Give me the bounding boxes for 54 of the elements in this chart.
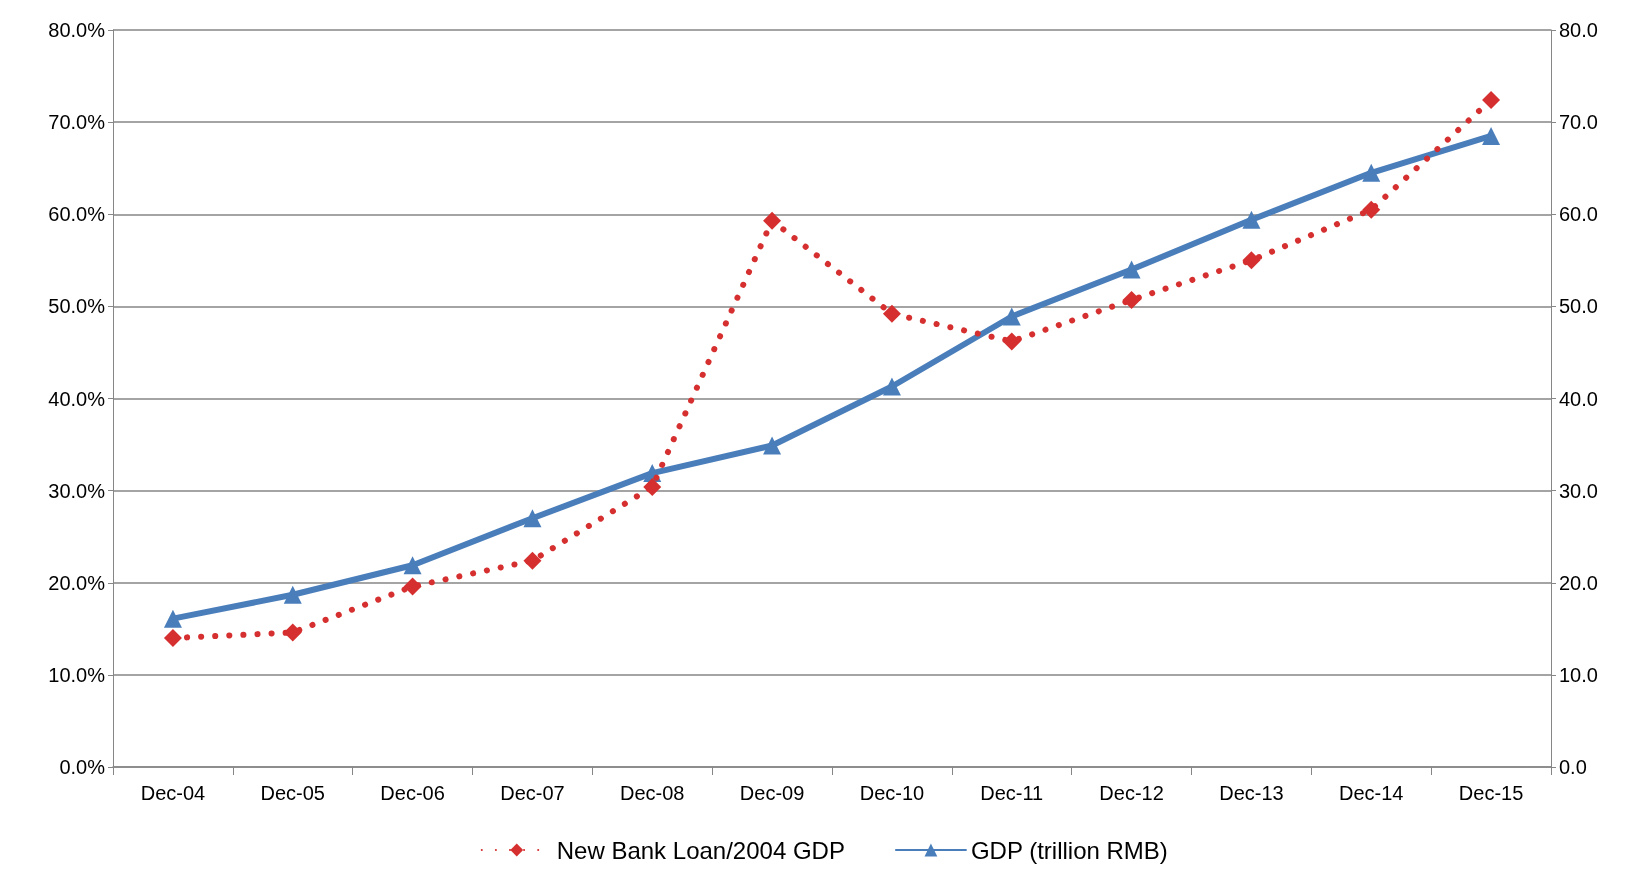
point <box>403 577 422 596</box>
x-tick-label: Dec-13 <box>1219 782 1284 804</box>
x-tick-label: Dec-11 <box>980 782 1044 804</box>
x-tick-label: Dec-12 <box>1099 782 1164 804</box>
point <box>882 377 901 396</box>
point <box>1122 290 1141 309</box>
y2-tick-label: 40.0 <box>1559 387 1598 410</box>
x-tick-label: Dec-10 <box>859 782 925 804</box>
point <box>163 609 182 628</box>
y-tick-label: 50.0% <box>48 295 106 318</box>
point <box>1362 200 1381 219</box>
y2-tick-label: 70.0 <box>1559 111 1598 134</box>
x-tick-label: Dec-07 <box>500 782 565 804</box>
point <box>1122 260 1141 279</box>
point <box>283 585 302 604</box>
x-tick-label: Dec-14 <box>1339 782 1404 804</box>
y-tick-label: 10.0% <box>48 663 106 686</box>
y2-tick-label: 80.0 <box>1559 19 1598 41</box>
y2-tick-label: 10.0 <box>1559 663 1598 686</box>
point <box>643 477 662 496</box>
legend-label: New Bank Loan/2004 GDP <box>556 836 845 864</box>
y-tick-label: 70.0% <box>48 111 106 134</box>
y2-tick-label: 60.0 <box>1559 203 1598 226</box>
legend-label: GDP (trillion RMB) <box>970 836 1168 864</box>
point <box>1002 332 1021 351</box>
y-tick-label: 30.0% <box>48 479 106 502</box>
y2-tick-label: 50.0 <box>1559 295 1598 318</box>
point <box>1002 307 1021 326</box>
y2-tick-label: 20.0 <box>1559 571 1598 594</box>
y-tick-label: 0.0% <box>59 756 106 778</box>
x-tick-label: Dec-05 <box>260 782 325 804</box>
x-tick-label: Dec-08 <box>620 782 685 804</box>
point <box>1362 163 1381 182</box>
point <box>1242 210 1261 229</box>
y-tick-label: 20.0% <box>48 571 106 594</box>
x-tick-label: Dec-04 <box>140 782 206 804</box>
point <box>882 304 901 323</box>
y-tick-label: 60.0% <box>48 203 106 226</box>
point <box>523 509 542 528</box>
point <box>163 629 182 648</box>
y-tick-label: 40.0% <box>48 387 106 410</box>
x-tick-label: Dec-06 <box>380 782 445 804</box>
point <box>763 436 782 455</box>
y-tick-label: 80.0% <box>48 19 106 41</box>
point <box>1482 91 1501 110</box>
point <box>523 551 542 570</box>
y2-tick-label: 0.0 <box>1559 756 1587 778</box>
point <box>403 556 422 575</box>
x-tick-label: Dec-09 <box>739 782 805 804</box>
point <box>1482 126 1501 145</box>
point <box>1242 251 1261 270</box>
point <box>763 211 782 230</box>
x-tick-label: Dec-15 <box>1458 782 1524 804</box>
y2-tick-label: 30.0 <box>1559 479 1598 502</box>
